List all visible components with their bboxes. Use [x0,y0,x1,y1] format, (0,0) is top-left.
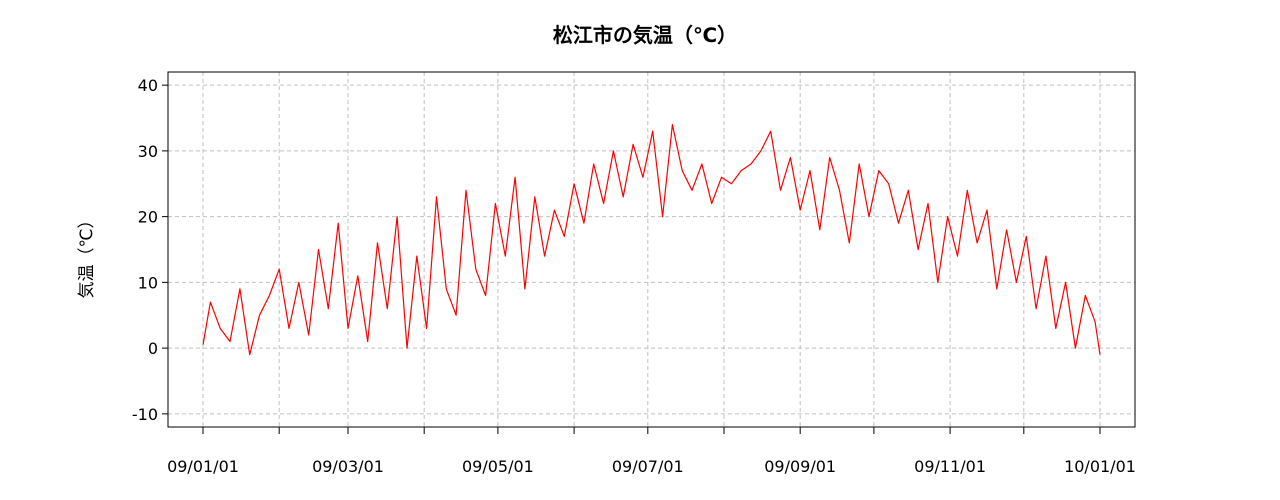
y-tick-label: 20 [138,208,158,227]
y-tick-label: -10 [132,405,158,424]
x-tick-label: 09/11/01 [914,457,986,476]
x-tick-label: 10/01/01 [1064,457,1136,476]
x-tick-label: 09/09/01 [764,457,836,476]
x-tick-label: 09/01/01 [167,457,239,476]
gridlines [168,72,1135,427]
x-tick-label: 09/05/01 [462,457,534,476]
temperature-line [202,124,1101,356]
x-tick-label: 09/03/01 [312,457,384,476]
y-tick-label: 0 [148,339,158,358]
y-tick-label: 40 [138,76,158,95]
chart-title: 松江市の気温（℃） [553,23,737,47]
y-axis-label: 気温（℃） [77,211,97,298]
plot-frame [167,71,1136,428]
y-tick-label: 10 [138,273,158,292]
x-axis: 09/01/01 09/03/01 09/05/01 09/07/01 09/09/01… [167,427,1136,476]
y-axis: -10 0 10 20 30 40 [132,76,168,424]
x-tick-label: 09/07/01 [612,457,684,476]
y-tick-label: 30 [138,142,158,161]
